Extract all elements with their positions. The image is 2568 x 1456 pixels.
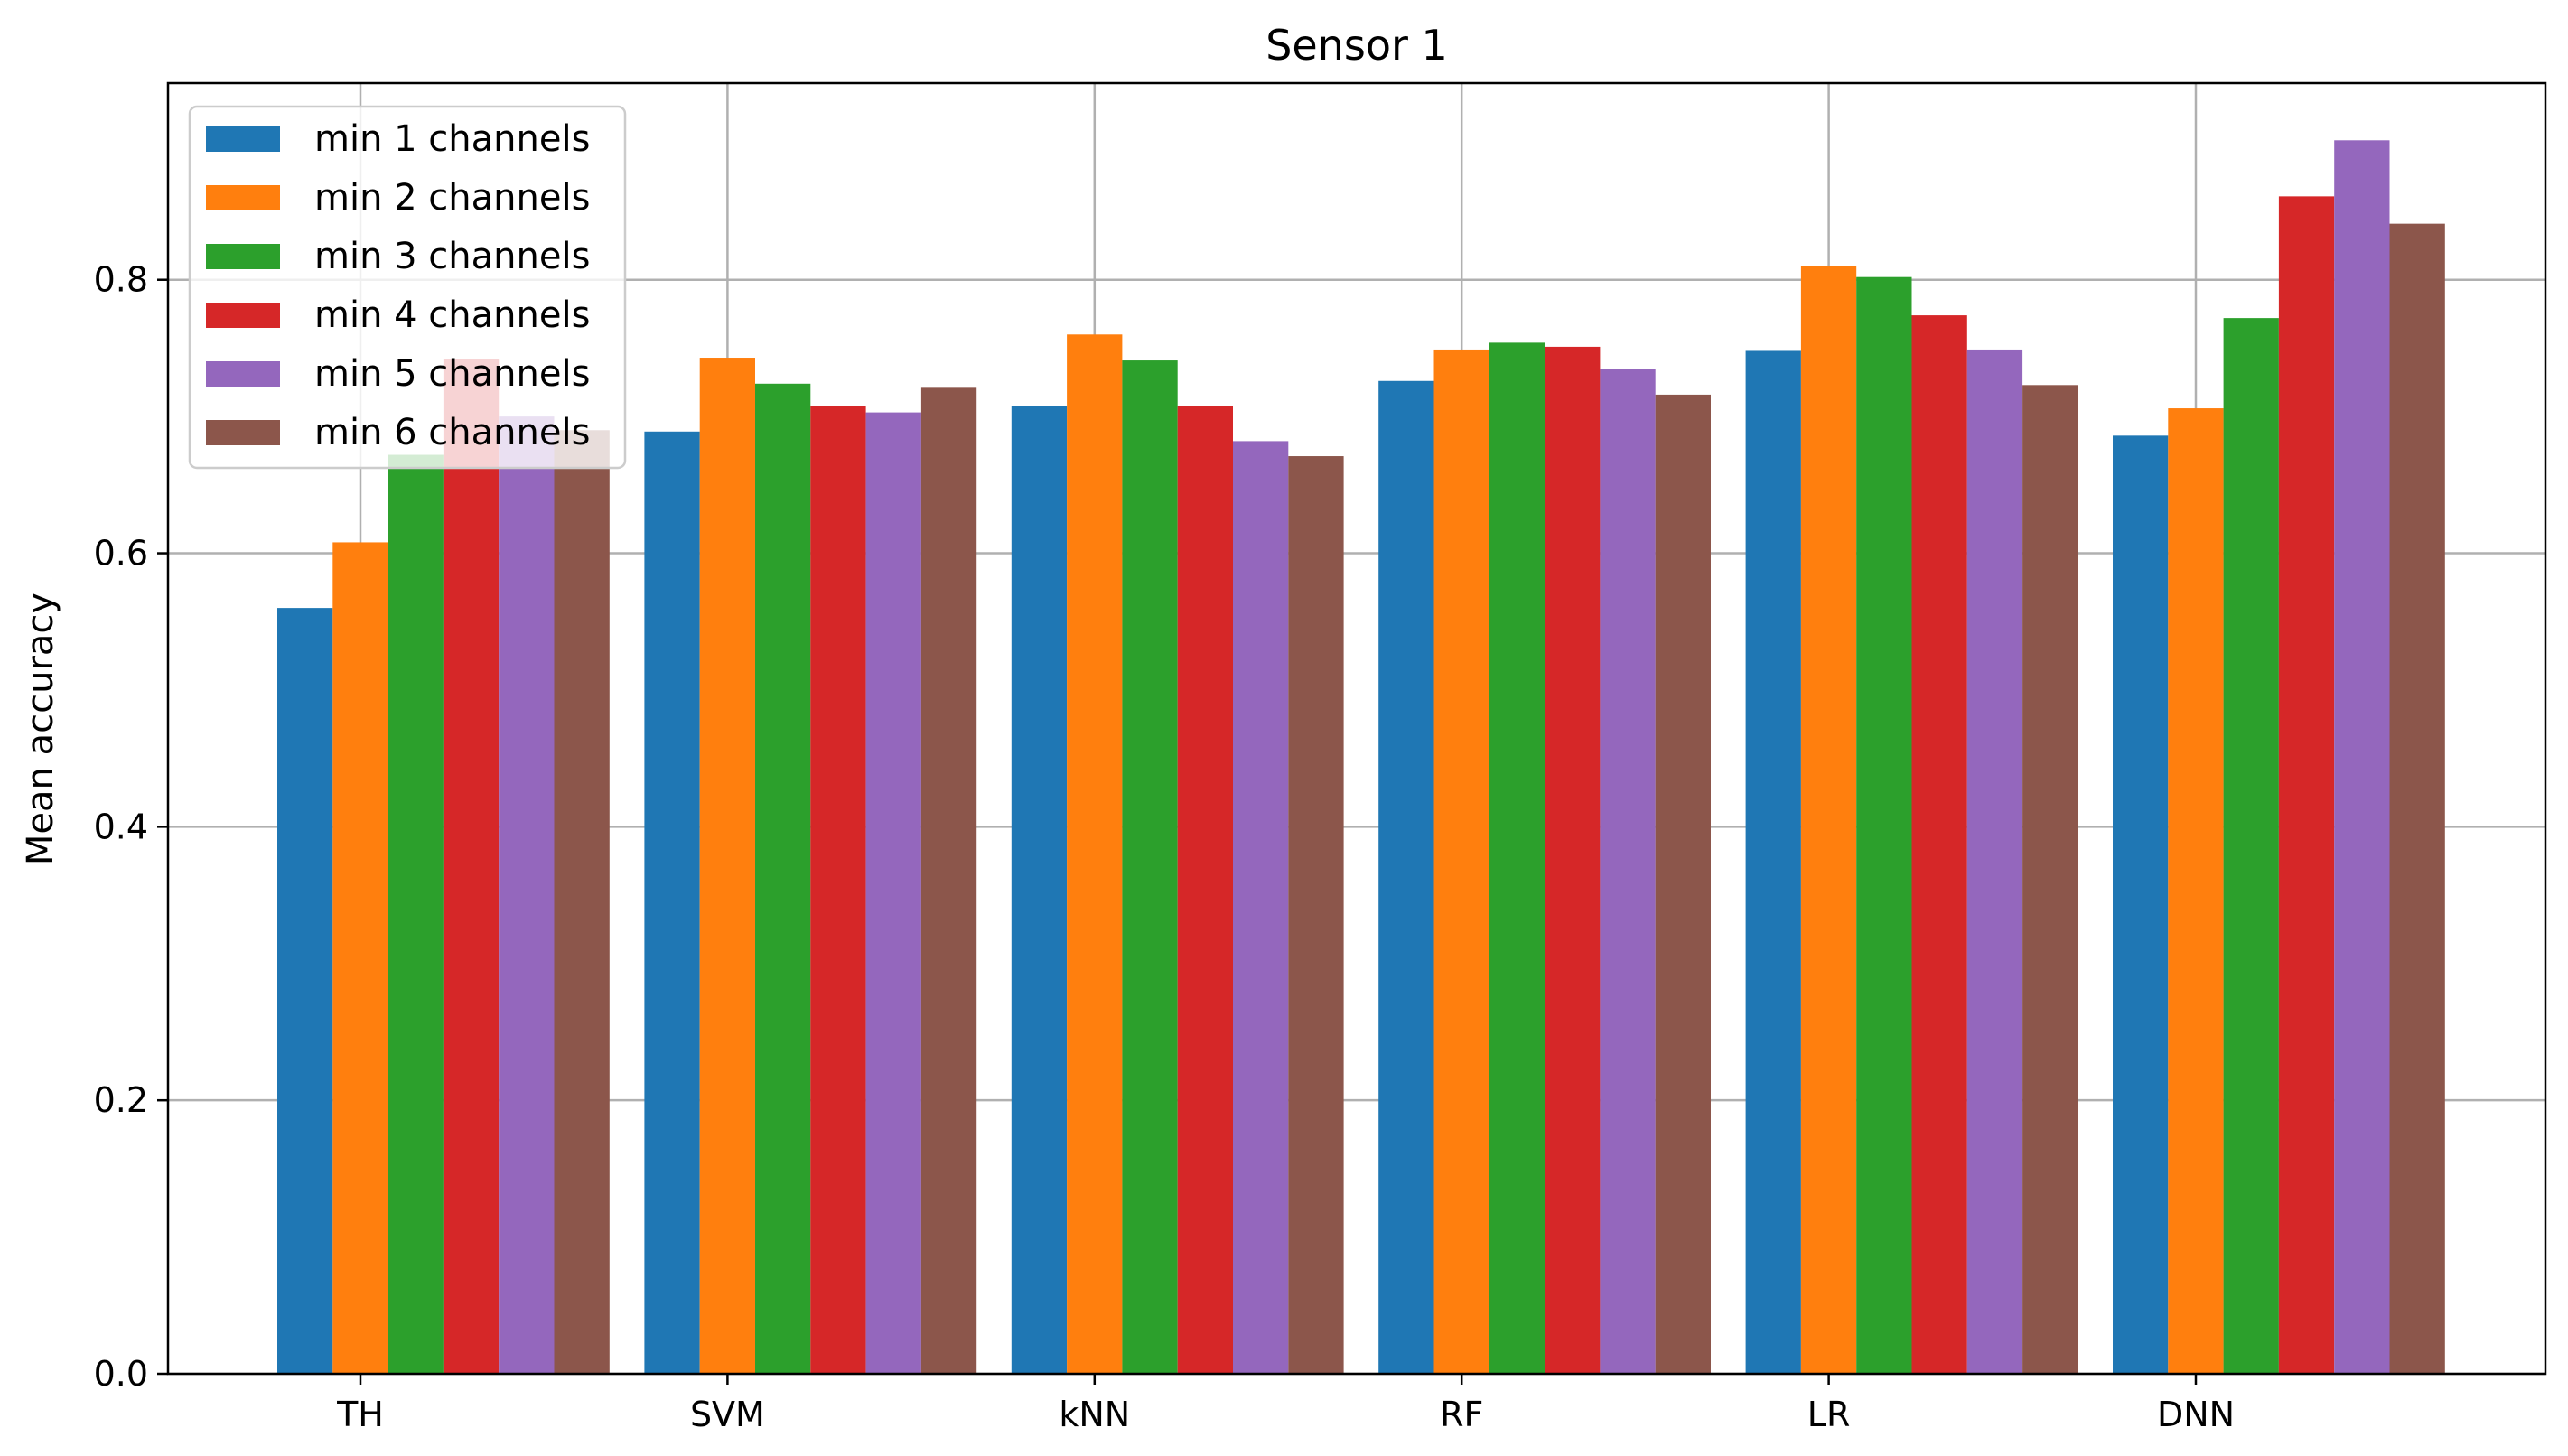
bar <box>2389 223 2445 1374</box>
y-tick-label: 0.4 <box>94 807 148 846</box>
bar <box>2223 318 2279 1375</box>
bar <box>2278 196 2335 1374</box>
bar <box>443 359 500 1375</box>
y-tick-label: 0.8 <box>94 260 148 300</box>
chart-title: Sensor 1 <box>1265 21 1448 70</box>
x-tick-label: TH <box>336 1395 384 1434</box>
legend-swatch <box>206 244 280 269</box>
bar <box>865 412 921 1374</box>
legend-swatch <box>206 126 280 152</box>
y-axis-title: Mean accuracy <box>20 593 61 865</box>
bar <box>1011 406 1068 1374</box>
bar <box>920 387 977 1374</box>
bar <box>1600 369 1656 1375</box>
plot-frame <box>166 81 2547 1376</box>
bar <box>499 416 555 1374</box>
legend-label: min 3 channels <box>314 236 590 277</box>
legend-swatch <box>206 361 280 387</box>
bar <box>388 454 444 1375</box>
bar <box>1655 394 1711 1374</box>
bar <box>1288 456 1344 1374</box>
bar <box>810 406 866 1374</box>
legend-label: min 2 channels <box>314 177 590 219</box>
axis-ticks: 0.0 0.2 0.4 0.6 0.8 TH SVM kNN RF LR DNN <box>94 260 2236 1434</box>
legend-label: min 5 channels <box>314 353 590 395</box>
bar <box>1911 315 1967 1375</box>
bar <box>644 431 700 1374</box>
bar <box>699 358 755 1374</box>
bar <box>332 542 388 1374</box>
legend: min 1 channels min 2 channels min 3 channe… <box>188 105 627 470</box>
legend-swatch <box>206 185 280 210</box>
bar <box>755 383 811 1375</box>
y-tick-label: 0.6 <box>94 534 148 574</box>
legend-swatch <box>206 303 280 328</box>
bar <box>554 430 610 1374</box>
bar <box>1433 349 1489 1375</box>
bar <box>2113 435 2169 1375</box>
legend-swatch <box>206 420 280 445</box>
bars <box>277 140 2445 1375</box>
bar <box>277 608 333 1374</box>
bar <box>1856 276 1912 1374</box>
bar <box>1545 346 1601 1374</box>
y-tick-label: 0.0 <box>94 1354 148 1394</box>
bar <box>1800 266 1857 1375</box>
legend-label: min 4 channels <box>314 294 590 336</box>
legend-label: min 6 channels <box>314 412 590 453</box>
bar <box>1966 349 2023 1375</box>
bar <box>1067 334 1123 1375</box>
x-tick-label: LR <box>1807 1395 1851 1434</box>
x-tick-label: kNN <box>1059 1395 1130 1434</box>
bar <box>1745 350 1801 1374</box>
legend-label: min 1 channels <box>314 118 590 160</box>
x-tick-label: DNN <box>2157 1395 2235 1434</box>
y-tick-label: 0.2 <box>94 1080 148 1120</box>
bar <box>1122 360 1178 1374</box>
bar <box>1233 441 1289 1374</box>
bar <box>2022 385 2078 1374</box>
x-tick-label: SVM <box>690 1395 765 1434</box>
bar <box>1378 380 1434 1374</box>
bar <box>2168 408 2224 1375</box>
bar <box>2334 140 2390 1374</box>
legend-box <box>188 105 627 470</box>
bar <box>1489 342 1545 1375</box>
x-tick-label: RF <box>1440 1395 1483 1434</box>
bar <box>1177 406 1233 1374</box>
